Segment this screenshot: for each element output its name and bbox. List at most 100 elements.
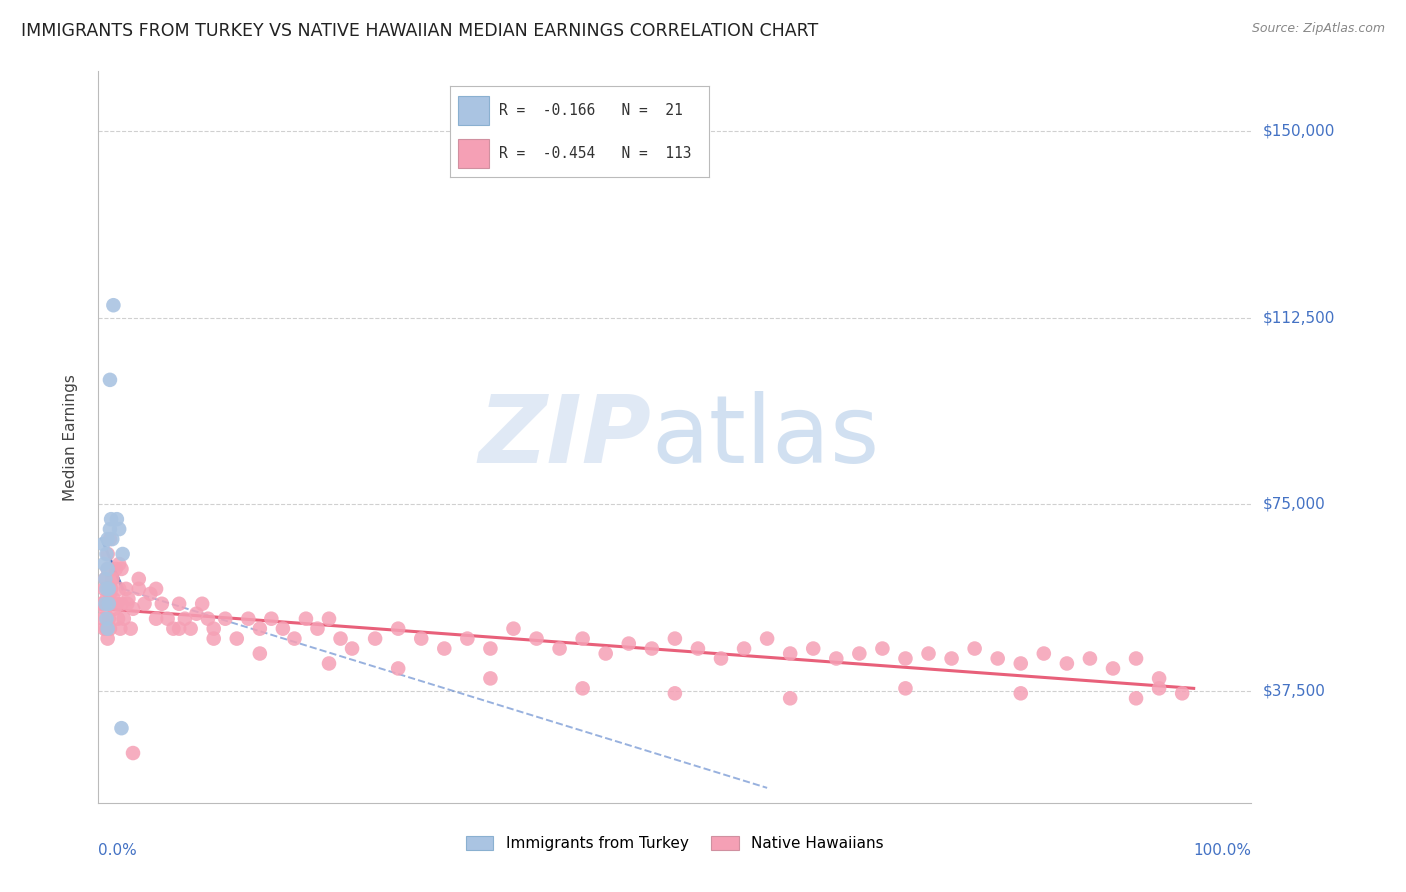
Point <box>98 587 121 601</box>
Point <box>110 562 132 576</box>
Point <box>105 597 128 611</box>
Point <box>108 582 131 596</box>
Point <box>93 582 115 596</box>
Point <box>894 651 917 665</box>
Point <box>411 632 433 646</box>
Point <box>1147 681 1170 696</box>
Point <box>595 647 617 661</box>
Text: IMMIGRANTS FROM TURKEY VS NATIVE HAWAIIAN MEDIAN EARNINGS CORRELATION CHART: IMMIGRANTS FROM TURKEY VS NATIVE HAWAIIA… <box>21 22 818 40</box>
Point <box>96 582 118 596</box>
Point <box>433 641 456 656</box>
Point <box>1125 651 1147 665</box>
Point <box>318 612 340 626</box>
Point <box>96 612 118 626</box>
Point <box>97 562 120 576</box>
Point <box>117 591 139 606</box>
Point <box>260 612 283 626</box>
Point <box>97 547 120 561</box>
Point <box>156 612 179 626</box>
Point <box>105 512 128 526</box>
Point <box>128 572 150 586</box>
Point <box>97 597 120 611</box>
Text: 0.0%: 0.0% <box>98 843 138 858</box>
Point <box>97 532 120 546</box>
Point <box>340 641 363 656</box>
Point <box>329 632 352 646</box>
Point <box>779 691 801 706</box>
Point <box>122 601 145 615</box>
Point <box>97 582 120 596</box>
Point <box>202 632 225 646</box>
Point <box>894 681 917 696</box>
Point <box>98 522 121 536</box>
Point <box>987 651 1010 665</box>
Point <box>963 641 986 656</box>
Point <box>1102 661 1125 675</box>
Point <box>456 632 478 646</box>
Point <box>186 607 208 621</box>
Point <box>97 562 120 576</box>
Text: $150,000: $150,000 <box>1263 124 1334 138</box>
Point <box>97 632 120 646</box>
Point <box>318 657 340 671</box>
Text: $75,000: $75,000 <box>1263 497 1326 512</box>
Point <box>617 636 640 650</box>
Point <box>1078 651 1101 665</box>
Text: atlas: atlas <box>652 391 880 483</box>
Point <box>167 622 190 636</box>
Point <box>110 622 132 636</box>
Point <box>526 632 548 646</box>
Point <box>283 632 305 646</box>
Point <box>571 681 593 696</box>
Point <box>710 651 733 665</box>
Point <box>1032 647 1054 661</box>
Point <box>249 647 271 661</box>
Point <box>115 582 138 596</box>
Point <box>479 672 502 686</box>
Point <box>249 622 271 636</box>
Point <box>167 597 190 611</box>
Point <box>103 601 125 615</box>
Point <box>801 641 824 656</box>
Point <box>1010 657 1032 671</box>
Point <box>117 597 139 611</box>
Point <box>97 622 120 636</box>
Legend: Immigrants from Turkey, Native Hawaiians: Immigrants from Turkey, Native Hawaiians <box>460 830 890 857</box>
Point <box>872 641 894 656</box>
Point <box>128 582 150 596</box>
Point <box>100 582 122 596</box>
Point <box>1147 672 1170 686</box>
Point <box>197 612 219 626</box>
Point <box>145 582 167 596</box>
Point <box>101 572 124 586</box>
Point <box>98 532 121 546</box>
Point <box>214 612 236 626</box>
Point <box>180 622 202 636</box>
Point <box>1056 657 1078 671</box>
Point <box>162 622 184 636</box>
Point <box>502 622 524 636</box>
Point <box>120 622 142 636</box>
Text: $112,500: $112,500 <box>1263 310 1334 326</box>
Point <box>387 661 409 675</box>
Point <box>225 632 247 646</box>
Point <box>641 641 664 656</box>
Point <box>91 537 114 551</box>
Point <box>108 557 131 571</box>
Text: $37,500: $37,500 <box>1263 683 1326 698</box>
Point <box>104 562 127 576</box>
Point <box>122 746 145 760</box>
Point <box>103 591 125 606</box>
Point <box>107 612 129 626</box>
Point <box>93 622 115 636</box>
Point <box>90 597 112 611</box>
Point <box>548 641 571 656</box>
Point <box>145 612 167 626</box>
Point <box>94 597 117 611</box>
Point <box>941 651 963 665</box>
Point <box>848 647 870 661</box>
Point <box>101 532 124 546</box>
Point <box>387 622 409 636</box>
Point <box>479 641 502 656</box>
Point <box>96 622 118 636</box>
